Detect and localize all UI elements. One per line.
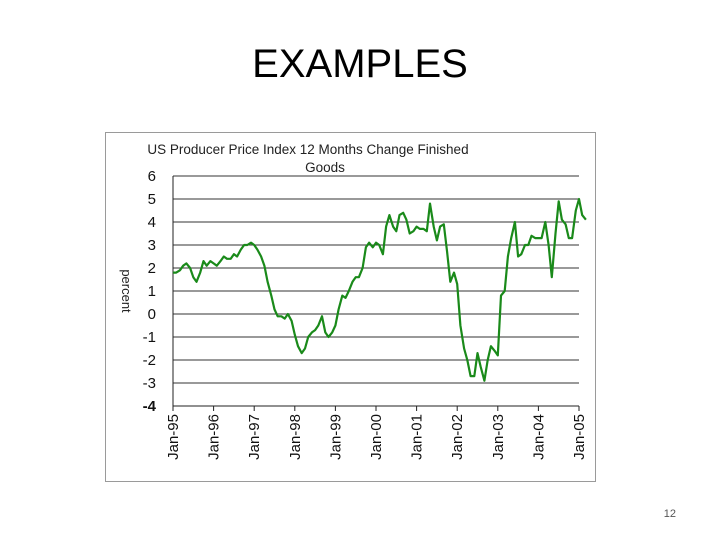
x-tick-label: Jan-03 — [490, 414, 507, 460]
y-axis-label: percent — [119, 269, 134, 313]
x-tick-label: Jan-99 — [327, 414, 344, 460]
x-tick-label: Jan-05 — [571, 414, 588, 460]
x-tick-label: Jan-02 — [449, 414, 466, 460]
y-tick-label: 3 — [148, 237, 156, 254]
chart-title-line-2: Goods — [305, 160, 345, 175]
chart-frame: US Producer Price Index 12 Months Change… — [105, 132, 596, 482]
y-tick-label: 6 — [148, 168, 156, 185]
y-tick-label: 0 — [148, 306, 156, 323]
chart-title-line-1: US Producer Price Index 12 Months Change… — [147, 142, 468, 157]
slide-title: EXAMPLES — [252, 42, 468, 86]
x-tick-label: Jan-01 — [409, 414, 426, 460]
y-tick-label: -2 — [143, 352, 156, 369]
page-number: 12 — [663, 508, 676, 520]
axes — [172, 176, 580, 411]
series-line — [173, 197, 587, 382]
y-tick-label: -3 — [143, 375, 156, 392]
series-layer — [173, 197, 587, 382]
y-tick-label: 2 — [148, 260, 156, 277]
y-tick-label: 1 — [148, 283, 156, 300]
x-tick-label: Jan-96 — [206, 414, 223, 460]
x-tick-label: Jan-97 — [246, 414, 263, 460]
y-tick-label: 4 — [148, 214, 156, 231]
x-tick-label: Jan-04 — [530, 414, 547, 460]
x-tick-label: Jan-00 — [368, 414, 385, 460]
x-tick-label: Jan-95 — [165, 414, 182, 460]
ppi-line-chart: US Producer Price Index 12 Months Change… — [119, 142, 588, 460]
grid-lines — [173, 175, 579, 407]
y-tick-label: -4 — [143, 398, 157, 415]
x-tick-label: Jan-98 — [287, 414, 304, 460]
y-tick-labels: 6 5 4 3 2 1 0 -1 -2 -3 -4 — [143, 168, 157, 415]
x-tick-labels: Jan-95 Jan-96 Jan-97 Jan-98 Jan-99 Jan-00 Jan-… — [165, 414, 588, 460]
y-tick-label: 5 — [148, 191, 156, 208]
y-tick-label: -1 — [143, 329, 156, 346]
